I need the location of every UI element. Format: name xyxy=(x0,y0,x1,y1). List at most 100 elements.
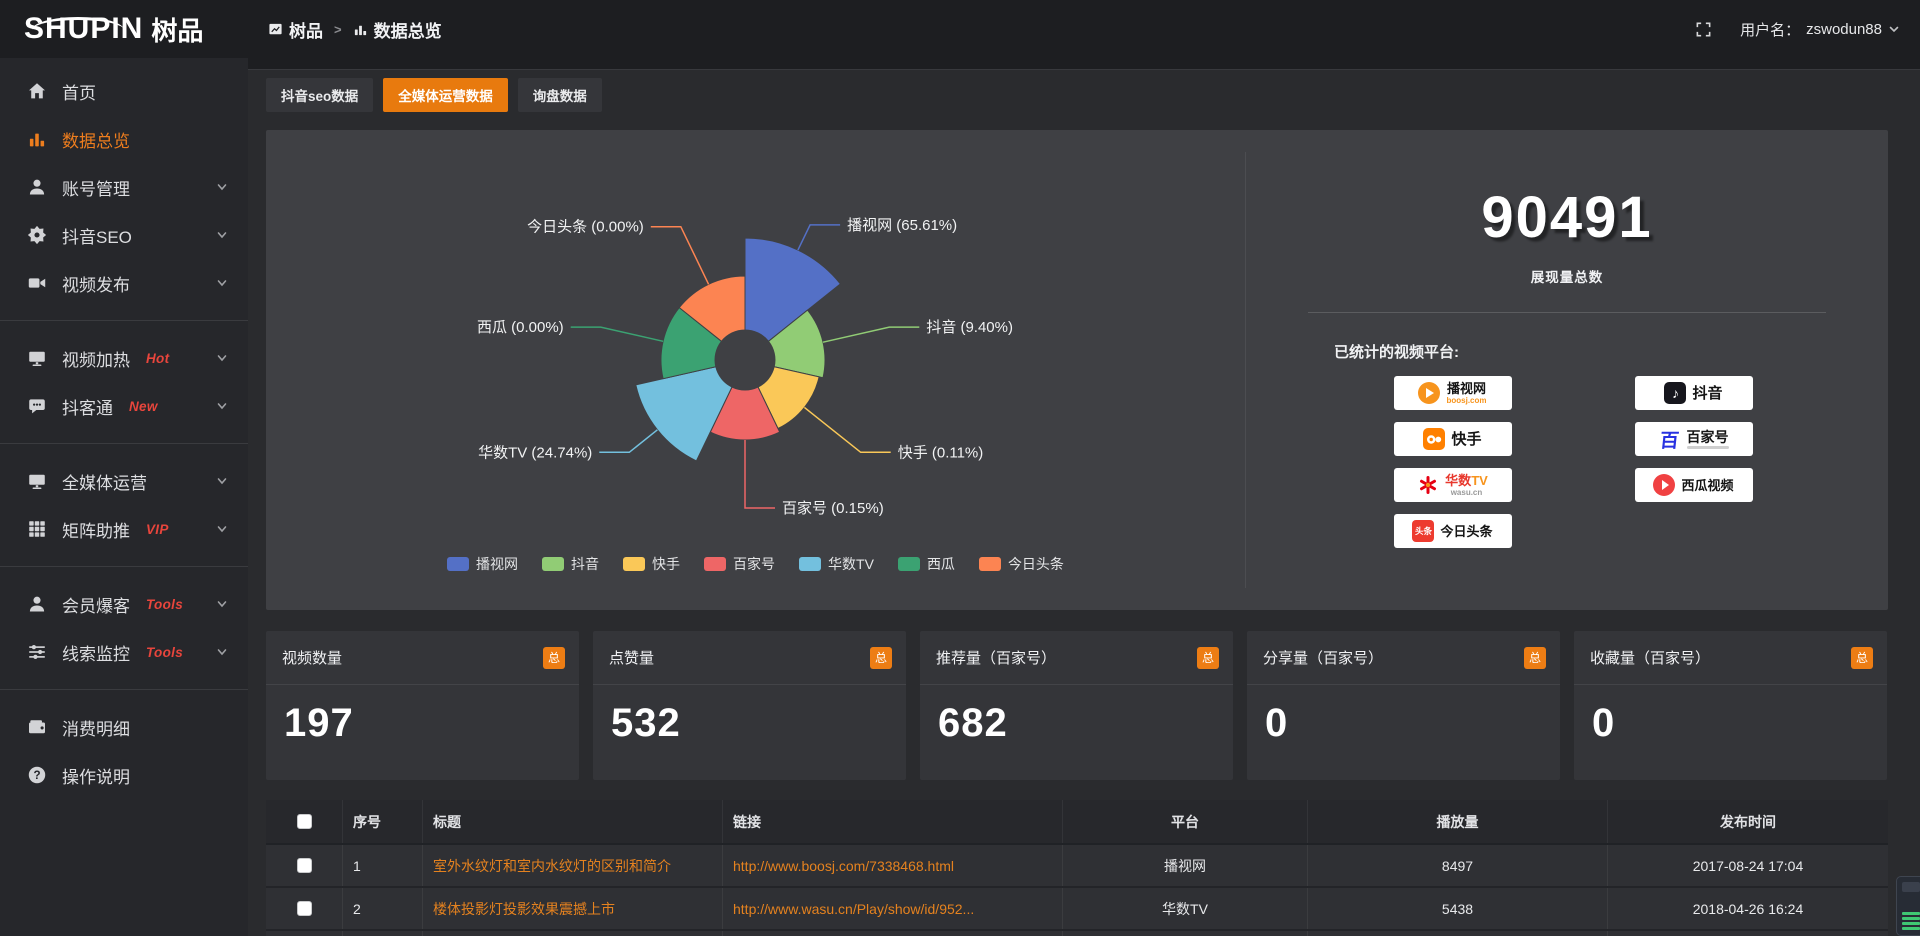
sidebar-item-question[interactable]: ? 操作说明 xyxy=(0,751,248,799)
row-checkbox[interactable] xyxy=(296,901,312,916)
pie-slice[interactable] xyxy=(678,275,746,343)
pie-label-line xyxy=(822,326,920,343)
sidebar-item-screen[interactable]: 视频加热 Hot xyxy=(0,334,248,382)
sidebar-item-grid[interactable]: 矩阵助推 VIP xyxy=(0,505,248,553)
sidebar-divider xyxy=(0,320,248,321)
table-cell-checkbox xyxy=(266,888,343,929)
sidebar-item-label: 会员爆客 xyxy=(62,596,130,616)
legend-chip xyxy=(704,557,727,571)
sidebar-item-label: 数据总览 xyxy=(62,131,130,151)
xigua-logo-icon xyxy=(1653,474,1676,496)
legend-chip xyxy=(897,557,920,571)
video-link[interactable]: http://www.wasu.cn/Play/show/id/952... xyxy=(733,900,975,917)
total-badge[interactable]: 总 xyxy=(1524,646,1546,669)
sidebar-divider xyxy=(0,443,248,444)
chevron-down-icon xyxy=(216,352,228,364)
table-header-cell: 链接 xyxy=(723,800,1063,843)
sidebar-item-sliders[interactable]: 线索监控 Tools xyxy=(0,628,248,676)
tab-inactive[interactable]: 询盘数据 xyxy=(517,78,602,112)
floating-widget[interactable] xyxy=(1896,876,1920,936)
report-icon xyxy=(268,22,283,37)
total-badge[interactable]: 总 xyxy=(1851,646,1873,669)
legend-item[interactable]: 快手 xyxy=(623,554,680,574)
breadcrumb-current[interactable]: 数据总览 xyxy=(353,17,442,42)
sidebar-item-tag: VIP xyxy=(146,521,169,537)
platform-share-chart: 播视网 (65.61%) 抖音 (9.40%) 快手 (0.11%) 百家号 (0.1… xyxy=(266,130,1245,610)
app-logo[interactable]: SHUPIN 树品 xyxy=(0,14,248,45)
grid-icon xyxy=(27,519,47,539)
stat-card-title: 推荐量（百家号） xyxy=(936,650,1057,667)
user-menu[interactable]: 用户名： zswodun88 xyxy=(1740,19,1900,40)
stat-card-value: 0 xyxy=(1265,701,1289,745)
platform-name: 播视网 xyxy=(1446,380,1486,396)
sidebar-item-user[interactable]: 会员爆客 Tools xyxy=(0,580,248,628)
video-title-link[interactable]: 楼体投影灯投影效果震撼上市 xyxy=(433,900,615,917)
sidebar-item-tag: Hot xyxy=(146,350,170,366)
pie-slice[interactable] xyxy=(767,309,826,379)
total-badge[interactable]: 总 xyxy=(543,646,565,669)
kuaishou-logo-icon xyxy=(1423,428,1446,450)
platform-sub: boosj.com xyxy=(1446,395,1487,405)
pie-slice[interactable] xyxy=(635,366,733,462)
breadcrumb-home[interactable]: 树品 xyxy=(268,17,323,42)
monitor-icon xyxy=(27,471,47,491)
toutiao-logo-icon: 头条 xyxy=(1412,520,1435,542)
table-cell-empty xyxy=(1063,931,1308,936)
table-row: 2 楼体投影灯投影效果震撼上市 http://www.wasu.cn/Play/sh… xyxy=(266,888,1888,931)
sidebar-item-gear[interactable]: 抖音SEO xyxy=(0,211,248,259)
chat-icon xyxy=(27,396,47,416)
sidebar-item-tag: Tools xyxy=(146,644,183,660)
fullscreen-icon[interactable] xyxy=(1695,21,1712,38)
sidebar-item-home[interactable]: 首页 xyxy=(0,67,248,115)
floating-widget-handle xyxy=(1902,882,1920,892)
sidebar-item-label: 视频加热 xyxy=(62,350,130,370)
select-all-checkbox[interactable] xyxy=(296,814,312,829)
logo-arc-decoration xyxy=(32,17,124,30)
table-header-cell: 播放量 xyxy=(1308,800,1608,843)
sidebar-item-wallet[interactable]: 消费明细 xyxy=(0,703,248,751)
sidebar-divider xyxy=(0,566,248,567)
total-badge[interactable]: 总 xyxy=(870,646,892,669)
total-badge[interactable]: 总 xyxy=(1197,646,1219,669)
platform-tagline-rule xyxy=(1686,445,1729,449)
tab-inactive[interactable]: 抖音seo数据 xyxy=(266,78,374,112)
data-tabs: 抖音seo数据 全媒体运营数据 询盘数据 xyxy=(266,78,602,112)
legend-item[interactable]: 抖音 xyxy=(542,554,599,574)
sidebar-item-monitor[interactable]: 全媒体运营 xyxy=(0,457,248,505)
table-cell-platform: 播视网 xyxy=(1063,845,1308,886)
stat-card: 视频数量 总 197 xyxy=(266,631,579,780)
sidebar-item-label: 账号管理 xyxy=(62,179,130,199)
platform-name: 西瓜视频 xyxy=(1681,477,1734,493)
summary-section: 90491 展现量总数 已统计的视频平台: 播视网 boosj.com 快手 华数TV… xyxy=(1246,130,1888,610)
sidebar-item-label: 全媒体运营 xyxy=(62,473,147,493)
chevron-down-icon xyxy=(216,646,228,658)
sidebar-item-video[interactable]: 视频发布 xyxy=(0,259,248,307)
total-impressions-value: 90491 xyxy=(1481,185,1653,250)
legend-item[interactable]: 播视网 xyxy=(447,554,518,574)
legend-item[interactable]: 今日头条 xyxy=(978,554,1064,574)
legend-label: 百家号 xyxy=(733,556,776,572)
baijiahao-logo-icon: 百 xyxy=(1658,430,1680,452)
video-title-link[interactable]: 室外水纹灯和室内水纹灯的区别和简介 xyxy=(433,857,671,874)
legend-item[interactable]: 西瓜 xyxy=(897,554,955,574)
pie-label-line xyxy=(797,224,841,251)
legend-item[interactable]: 百家号 xyxy=(704,554,775,574)
stat-card-value: 682 xyxy=(938,701,1008,745)
stat-card-header: 推荐量（百家号） 总 xyxy=(920,631,1233,685)
pie-slice-label: 今日头条 (0.00%) xyxy=(527,219,644,236)
video-link[interactable]: http://www.boosj.com/7338468.html xyxy=(733,857,955,874)
pie-slice[interactable] xyxy=(744,237,842,343)
tab-active[interactable]: 全媒体运营数据 xyxy=(383,78,508,112)
home-icon xyxy=(27,81,47,101)
row-checkbox[interactable] xyxy=(296,858,312,873)
table-cell-empty xyxy=(1308,931,1608,936)
legend-item[interactable]: 华数TV xyxy=(799,554,874,574)
sidebar-item-user[interactable]: 账号管理 xyxy=(0,163,248,211)
table-row-partial xyxy=(266,931,1888,936)
sidebar-item-chat[interactable]: 抖客通 New xyxy=(0,382,248,430)
user-icon xyxy=(27,594,47,614)
pie-slice-label: 百家号 (0.15%) xyxy=(782,500,884,517)
sidebar-item-bar-chart[interactable]: 数据总览 xyxy=(0,115,248,163)
legend-label: 播视网 xyxy=(476,556,519,572)
table-cell-published: 2018-04-26 16:24 xyxy=(1692,900,1804,917)
